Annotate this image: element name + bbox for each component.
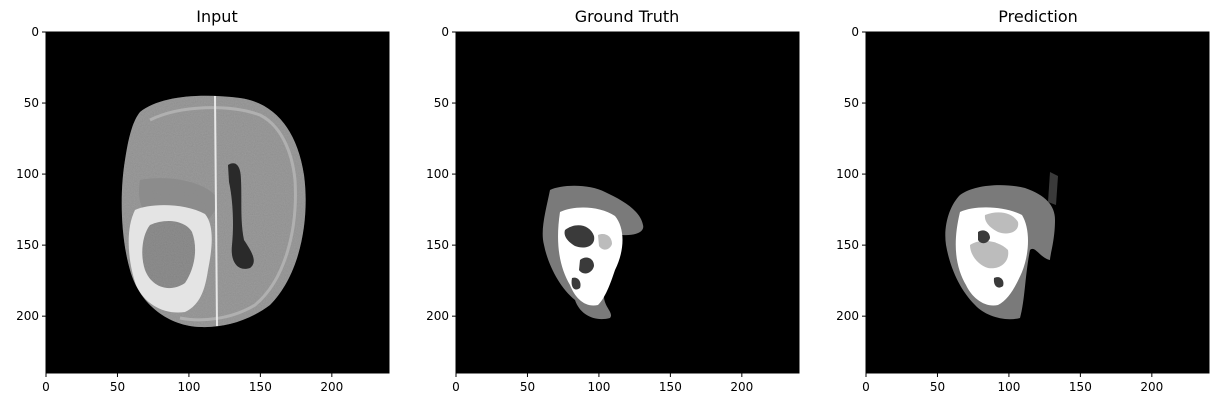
input-y-tick-label: 100 — [16, 167, 39, 181]
ground-truth-x-tick-label: 0 — [452, 380, 460, 394]
ground-truth-y-tick-label: 200 — [426, 309, 449, 323]
input-y-tick-label: 150 — [16, 238, 39, 252]
prediction-y-tick-label: 100 — [836, 167, 859, 181]
panel-title-ground-truth: Ground Truth — [574, 7, 680, 26]
axes-layer: 0 50 100 150 200 0 50 100 150 200 0 50 100 150 200 0 50 1… — [16, 25, 1210, 394]
prediction-y-tick-label: 50 — [844, 96, 859, 110]
prediction-axes-frame — [865, 31, 1210, 374]
ground-truth-y-tick-label: 0 — [441, 25, 449, 39]
panel-ground-truth — [456, 32, 799, 373]
ground-truth-axes-frame — [455, 31, 800, 374]
panel-title-prediction: Prediction — [998, 7, 1078, 26]
ground-truth-x-tick-label: 100 — [587, 380, 610, 394]
ground-truth-x-tick-label: 50 — [520, 380, 535, 394]
input-y-tick-label: 50 — [24, 96, 39, 110]
input-x-tick-label: 50 — [110, 380, 125, 394]
panel-prediction — [866, 32, 1209, 373]
ground-truth-y-tick-label: 100 — [426, 167, 449, 181]
input-y-tick-label: 0 — [31, 25, 39, 39]
prediction-y-tick-label: 0 — [851, 25, 859, 39]
prediction-x-tick-label: 50 — [930, 380, 945, 394]
ground-truth-image-area — [456, 32, 799, 373]
prediction-y-tick-label: 200 — [836, 309, 859, 323]
input-axes-frame — [45, 31, 390, 374]
prediction-x-tick-label: 200 — [1140, 380, 1163, 394]
ground-truth-x-tick-label: 200 — [730, 380, 753, 394]
prediction-x-tick-label: 100 — [997, 380, 1020, 394]
ground-truth-x-tick-label: 150 — [659, 380, 682, 394]
input-x-tick-label: 150 — [249, 380, 272, 394]
input-x-tick-label: 0 — [42, 380, 50, 394]
ground-truth-y-tick-label: 50 — [434, 96, 449, 110]
prediction-y-tick-label: 150 — [836, 238, 859, 252]
predicted-segmentation — [945, 172, 1058, 320]
panel-input — [46, 32, 389, 373]
input-y-tick-label: 200 — [16, 309, 39, 323]
input-mri-slice — [121, 95, 306, 328]
panel-title-input: Input — [196, 7, 238, 26]
prediction-x-tick-label: 0 — [862, 380, 870, 394]
prediction-x-tick-label: 150 — [1069, 380, 1092, 394]
input-x-tick-label: 100 — [177, 380, 200, 394]
ground-truth-y-tick-label: 150 — [426, 238, 449, 252]
ground-truth-segmentation — [542, 185, 644, 320]
input-x-tick-label: 200 — [320, 380, 343, 394]
